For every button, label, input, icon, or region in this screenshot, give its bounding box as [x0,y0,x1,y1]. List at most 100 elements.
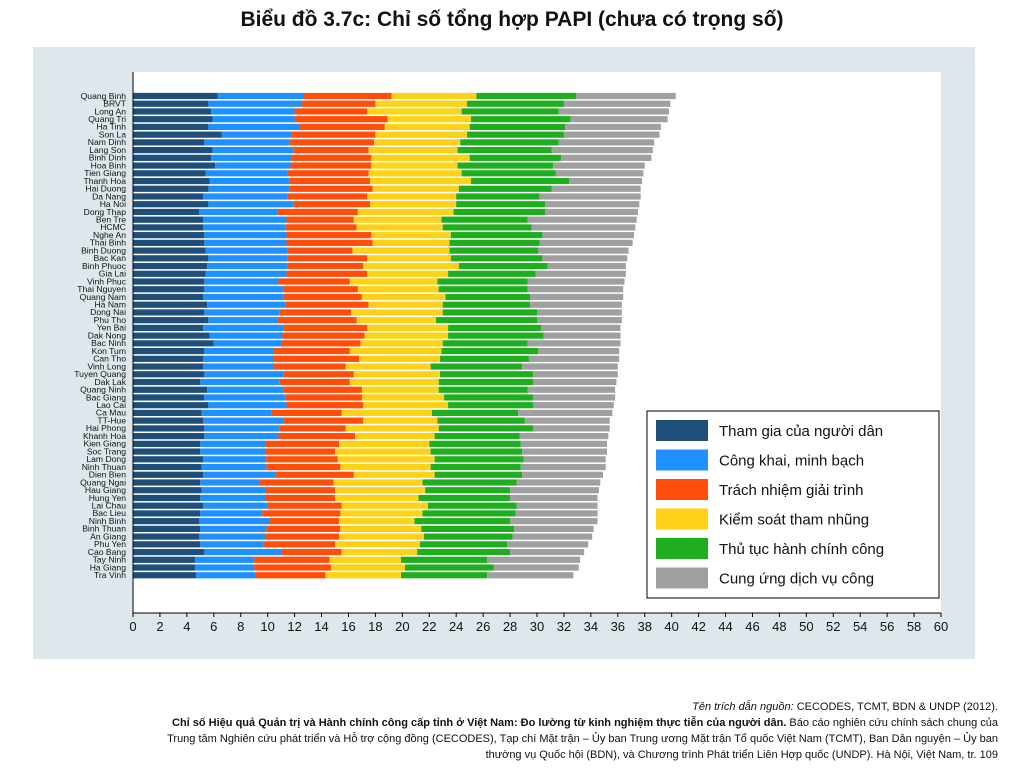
bar-segment [352,247,450,254]
bar-segment [279,309,352,316]
x-tick-label: 24 [449,619,463,634]
bar-segment [133,301,208,308]
bar-segment [208,317,278,324]
bar-segment [133,502,204,509]
bar-segment [438,286,528,293]
bar-segment [278,433,356,440]
y-tick-label: Quang Ngai [80,477,126,487]
y-tick-label: Ha Noi [100,199,126,209]
bar-segment [345,425,439,432]
bar-segment [516,502,598,509]
bar-segment [425,487,511,494]
bar-segment [368,301,443,308]
bar-segment [133,293,204,301]
bar-segment [133,162,216,169]
bar-segment [372,239,450,246]
bar-segment [133,123,209,131]
bar-segment [335,448,431,455]
bar-segment [353,216,442,223]
y-tick-label: Bac Lieu [93,508,127,518]
bar-segment [133,409,202,417]
bar-segment [133,193,204,200]
bar-segment [203,193,288,200]
y-tick-label: Quang Ninh [80,385,126,395]
legend-label: Công khai, minh bạch [719,453,864,470]
y-tick-label: Tien Giang [84,168,126,178]
bar-segment [357,208,454,216]
y-tick-label: Lao Cai [96,400,126,410]
bar-segment [510,548,585,556]
bar-segment [417,548,511,556]
bar-segment [133,108,212,115]
y-tick-label: Can Tho [93,354,126,364]
bar-segment [510,518,598,525]
y-tick-label: Ninh Binh [89,516,126,526]
bar-segment [267,502,342,509]
bar-segment [532,394,616,401]
legend-swatch [656,449,708,471]
bar-segment [370,201,457,208]
bar-segment [440,355,529,362]
y-tick-label: Dien Bien [89,470,126,480]
bar-segment [339,440,430,447]
bar-segment [335,487,426,494]
bar-segment [279,378,350,386]
bar-segment [264,448,335,455]
bar-segment [264,487,335,494]
bar-segment [207,262,288,270]
bar-segment [208,402,287,409]
bar-segment [212,147,294,154]
bar-segment [204,239,287,246]
bar-segment [440,371,533,378]
bar-segment [133,402,209,409]
bar-segment [458,262,548,270]
y-tick-label: Quang Tri [88,114,126,124]
bar-segment [339,518,415,525]
bar-segment [215,162,291,169]
bar-segment [434,456,524,463]
bar-segment [519,433,609,440]
bar-segment [460,139,559,146]
bar-segment [208,100,302,107]
bar-segment [203,324,284,331]
bar-segment [273,363,346,370]
bar-segment [466,131,564,138]
x-tick-label: 20 [395,619,409,634]
bar-segment [367,324,449,331]
y-tick-label: Bac Kan [94,253,127,263]
bar-segment [200,479,260,486]
bar-segment [368,170,462,177]
bar-segment [341,548,418,556]
bar-segment [200,448,265,455]
bar-segment [133,371,205,378]
y-tick-label: Binh Phuoc [82,261,127,271]
bar-segment [430,463,521,471]
bar-segment [429,440,521,447]
y-tick-label: Ben Tre [96,214,126,224]
bar-segment [422,510,516,517]
y-tick-label: Thai Binh [90,238,127,248]
bar-segment [200,510,263,517]
x-tick-label: 12 [287,619,301,634]
y-tick-label: Tuyen Quang [74,369,126,379]
bar-segment [543,332,621,339]
y-tick-label: Son La [99,129,126,139]
bar-segment [287,170,369,177]
bar-segment [431,409,519,417]
bar-segment [449,239,540,246]
bar-segment [207,301,286,308]
bar-segment [542,255,628,262]
y-tick-label: Hung Yen [89,493,126,503]
bar-segment [203,355,274,362]
y-tick-label: Dong Thap [84,207,127,217]
bar-segment [545,201,640,208]
bar-segment [133,131,222,138]
bar-segment [374,139,461,146]
bar-segment [293,147,369,154]
bar-segment [204,286,284,293]
bar-segment [520,440,608,447]
bar-segment [456,193,540,200]
bar-segment [576,92,676,100]
bar-segment [329,556,401,563]
bar-segment [133,208,199,216]
